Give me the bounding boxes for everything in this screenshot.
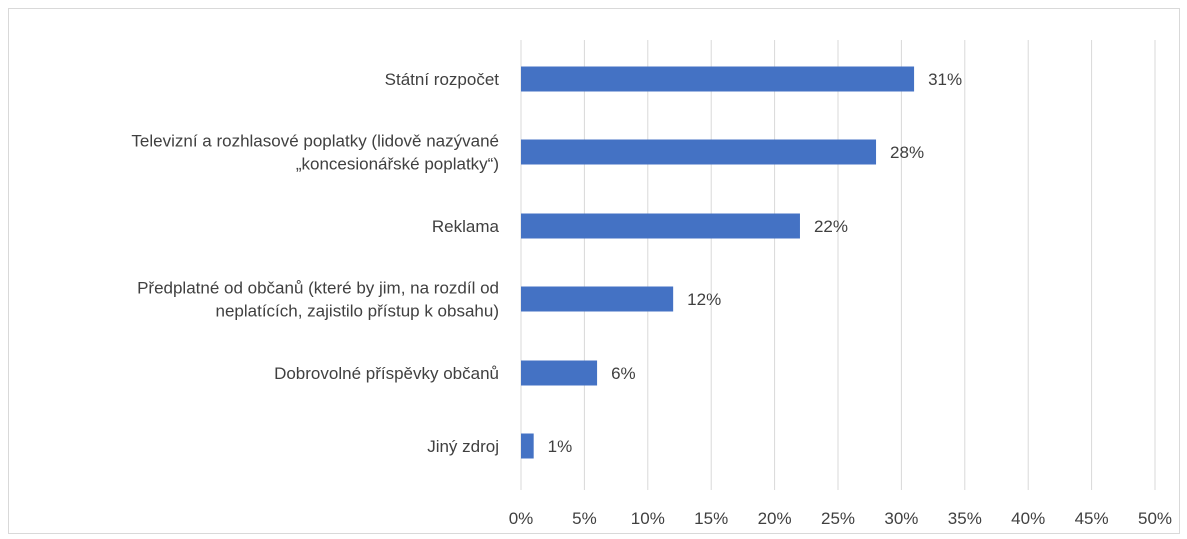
bar: [521, 213, 800, 239]
x-tick-label: 30%: [884, 509, 918, 528]
x-tick-label: 50%: [1138, 509, 1172, 528]
data-label: 31%: [928, 70, 962, 89]
category-label: neplatících, zajistilo přístup k obsahu): [216, 302, 499, 321]
x-tick-label: 10%: [631, 509, 665, 528]
x-tick-label: 40%: [1011, 509, 1045, 528]
bar: [521, 286, 674, 312]
category-label: Jiný zdroj: [427, 437, 499, 456]
chart-frame: [8, 8, 1180, 534]
x-tick-label: 45%: [1075, 509, 1109, 528]
bar: [521, 433, 534, 459]
data-label: 12%: [687, 290, 721, 309]
category-label: Reklama: [432, 217, 500, 236]
category-label: „koncesionářské poplatky“): [296, 155, 499, 174]
category-label: Předplatné od občanů (které by jim, na r…: [137, 279, 499, 298]
x-tick-label: 15%: [694, 509, 728, 528]
data-label: 6%: [611, 364, 636, 383]
data-label: 28%: [890, 143, 924, 162]
bar: [521, 139, 877, 165]
data-label: 1%: [548, 437, 573, 456]
bar: [521, 360, 598, 386]
category-label: Dobrovolné příspěvky občanů: [274, 364, 499, 383]
x-tick-label: 20%: [758, 509, 792, 528]
x-tick-label: 35%: [948, 509, 982, 528]
data-label: 22%: [814, 217, 848, 236]
bar: [521, 66, 915, 92]
x-tick-label: 25%: [821, 509, 855, 528]
x-tick-label: 0%: [509, 509, 534, 528]
category-label: Státní rozpočet: [385, 70, 500, 89]
category-label: Televizní a rozhlasové poplatky (lidově …: [131, 132, 499, 151]
x-tick-label: 5%: [572, 509, 597, 528]
